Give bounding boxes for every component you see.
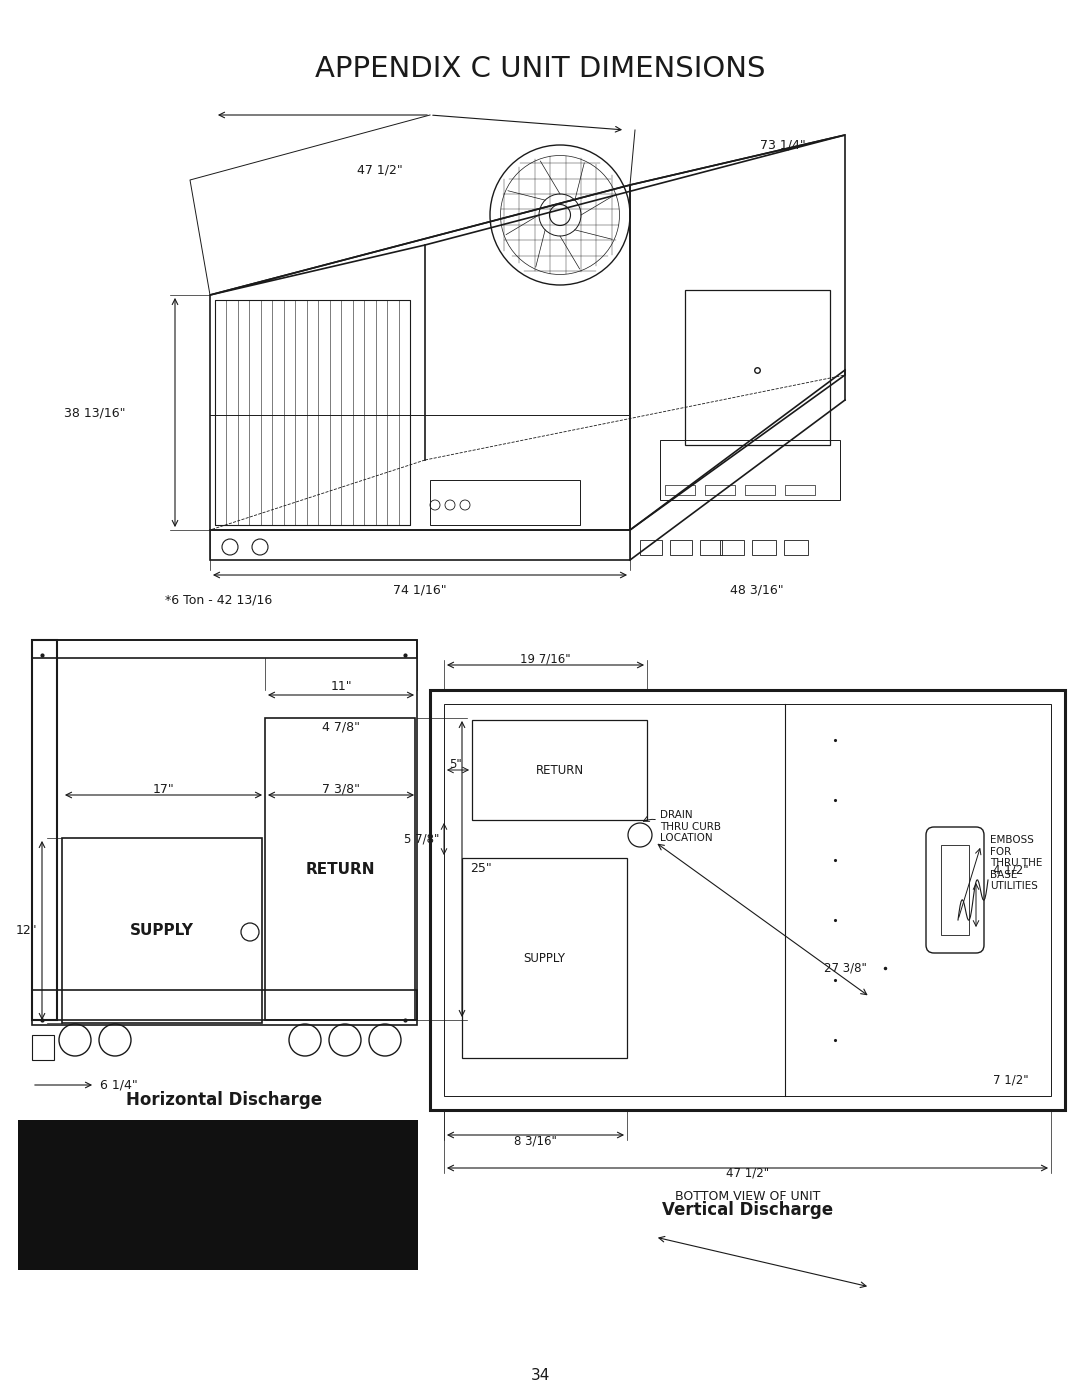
Text: 47 1/2": 47 1/2" [357,163,403,176]
Bar [685,291,831,446]
Text: BOTTOM VIEW OF UNIT: BOTTOM VIEW OF UNIT [675,1190,820,1203]
Text: *6 Ton - 42 13/16: *6 Ton - 42 13/16 [165,594,272,606]
Text: 19 7/16": 19 7/16" [521,652,571,666]
Text: 6 1/4": 6 1/4" [100,1078,138,1091]
Bar [745,485,775,495]
Text: 7 1/2": 7 1/2" [993,1073,1028,1087]
Text: Vertical Discharge: Vertical Discharge [662,1201,833,1220]
Bar [784,541,808,555]
Bar [32,640,417,1020]
Bar [32,1035,54,1060]
Text: RETURN: RETURN [306,862,375,876]
Text: EMBOSS
FOR
THRU THE
BASE
UTILITIES: EMBOSS FOR THRU THE BASE UTILITIES [990,835,1042,891]
Text: DRAIN
THRU CURB
LOCATION: DRAIN THRU CURB LOCATION [660,810,721,844]
Bar [462,858,627,1058]
Bar [444,704,1051,1097]
Bar [18,1120,418,1270]
Bar [752,541,777,555]
Bar [700,541,723,555]
Bar [215,300,410,525]
Text: RETURN: RETURN [536,764,583,777]
Text: 48 3/16": 48 3/16" [730,584,784,597]
Text: SUPPLY: SUPPLY [524,951,566,964]
Bar [665,485,696,495]
Bar [210,529,630,560]
Text: 5 7/8": 5 7/8" [404,833,438,845]
Text: 47 1/2": 47 1/2" [726,1166,769,1180]
Bar [265,718,415,1020]
Bar [32,990,417,1025]
Bar [705,485,735,495]
Bar [472,719,647,820]
Bar [660,440,840,500]
Text: 25": 25" [470,862,491,876]
Bar [430,690,1065,1111]
Text: 4 7/8": 4 7/8" [322,719,360,733]
Bar [32,640,57,1020]
Text: 34: 34 [530,1368,550,1383]
Text: 27 3/8": 27 3/8" [824,961,866,975]
Text: 38 13/16": 38 13/16" [64,407,125,419]
Text: 7 3/8": 7 3/8" [322,782,360,796]
Text: 74 1/16": 74 1/16" [393,584,447,597]
Bar [670,541,692,555]
Bar [640,541,662,555]
Bar [430,481,580,525]
Bar [941,845,969,935]
Bar [32,640,417,658]
Bar [785,485,815,495]
Bar [62,838,262,1023]
Text: 11": 11" [330,680,352,693]
Text: 4 1/2": 4 1/2" [993,863,1028,876]
Text: Horizontal Discharge: Horizontal Discharge [126,1091,323,1109]
Text: 12": 12" [15,923,37,937]
Text: 5": 5" [449,759,462,771]
Text: 73 1/4": 73 1/4" [760,138,806,151]
Text: 17": 17" [152,782,174,796]
Text: APPENDIX C UNIT DIMENSIONS: APPENDIX C UNIT DIMENSIONS [314,54,766,82]
Text: 8 3/16": 8 3/16" [514,1134,557,1147]
Text: SUPPLY: SUPPLY [130,923,194,937]
Bar [720,541,744,555]
